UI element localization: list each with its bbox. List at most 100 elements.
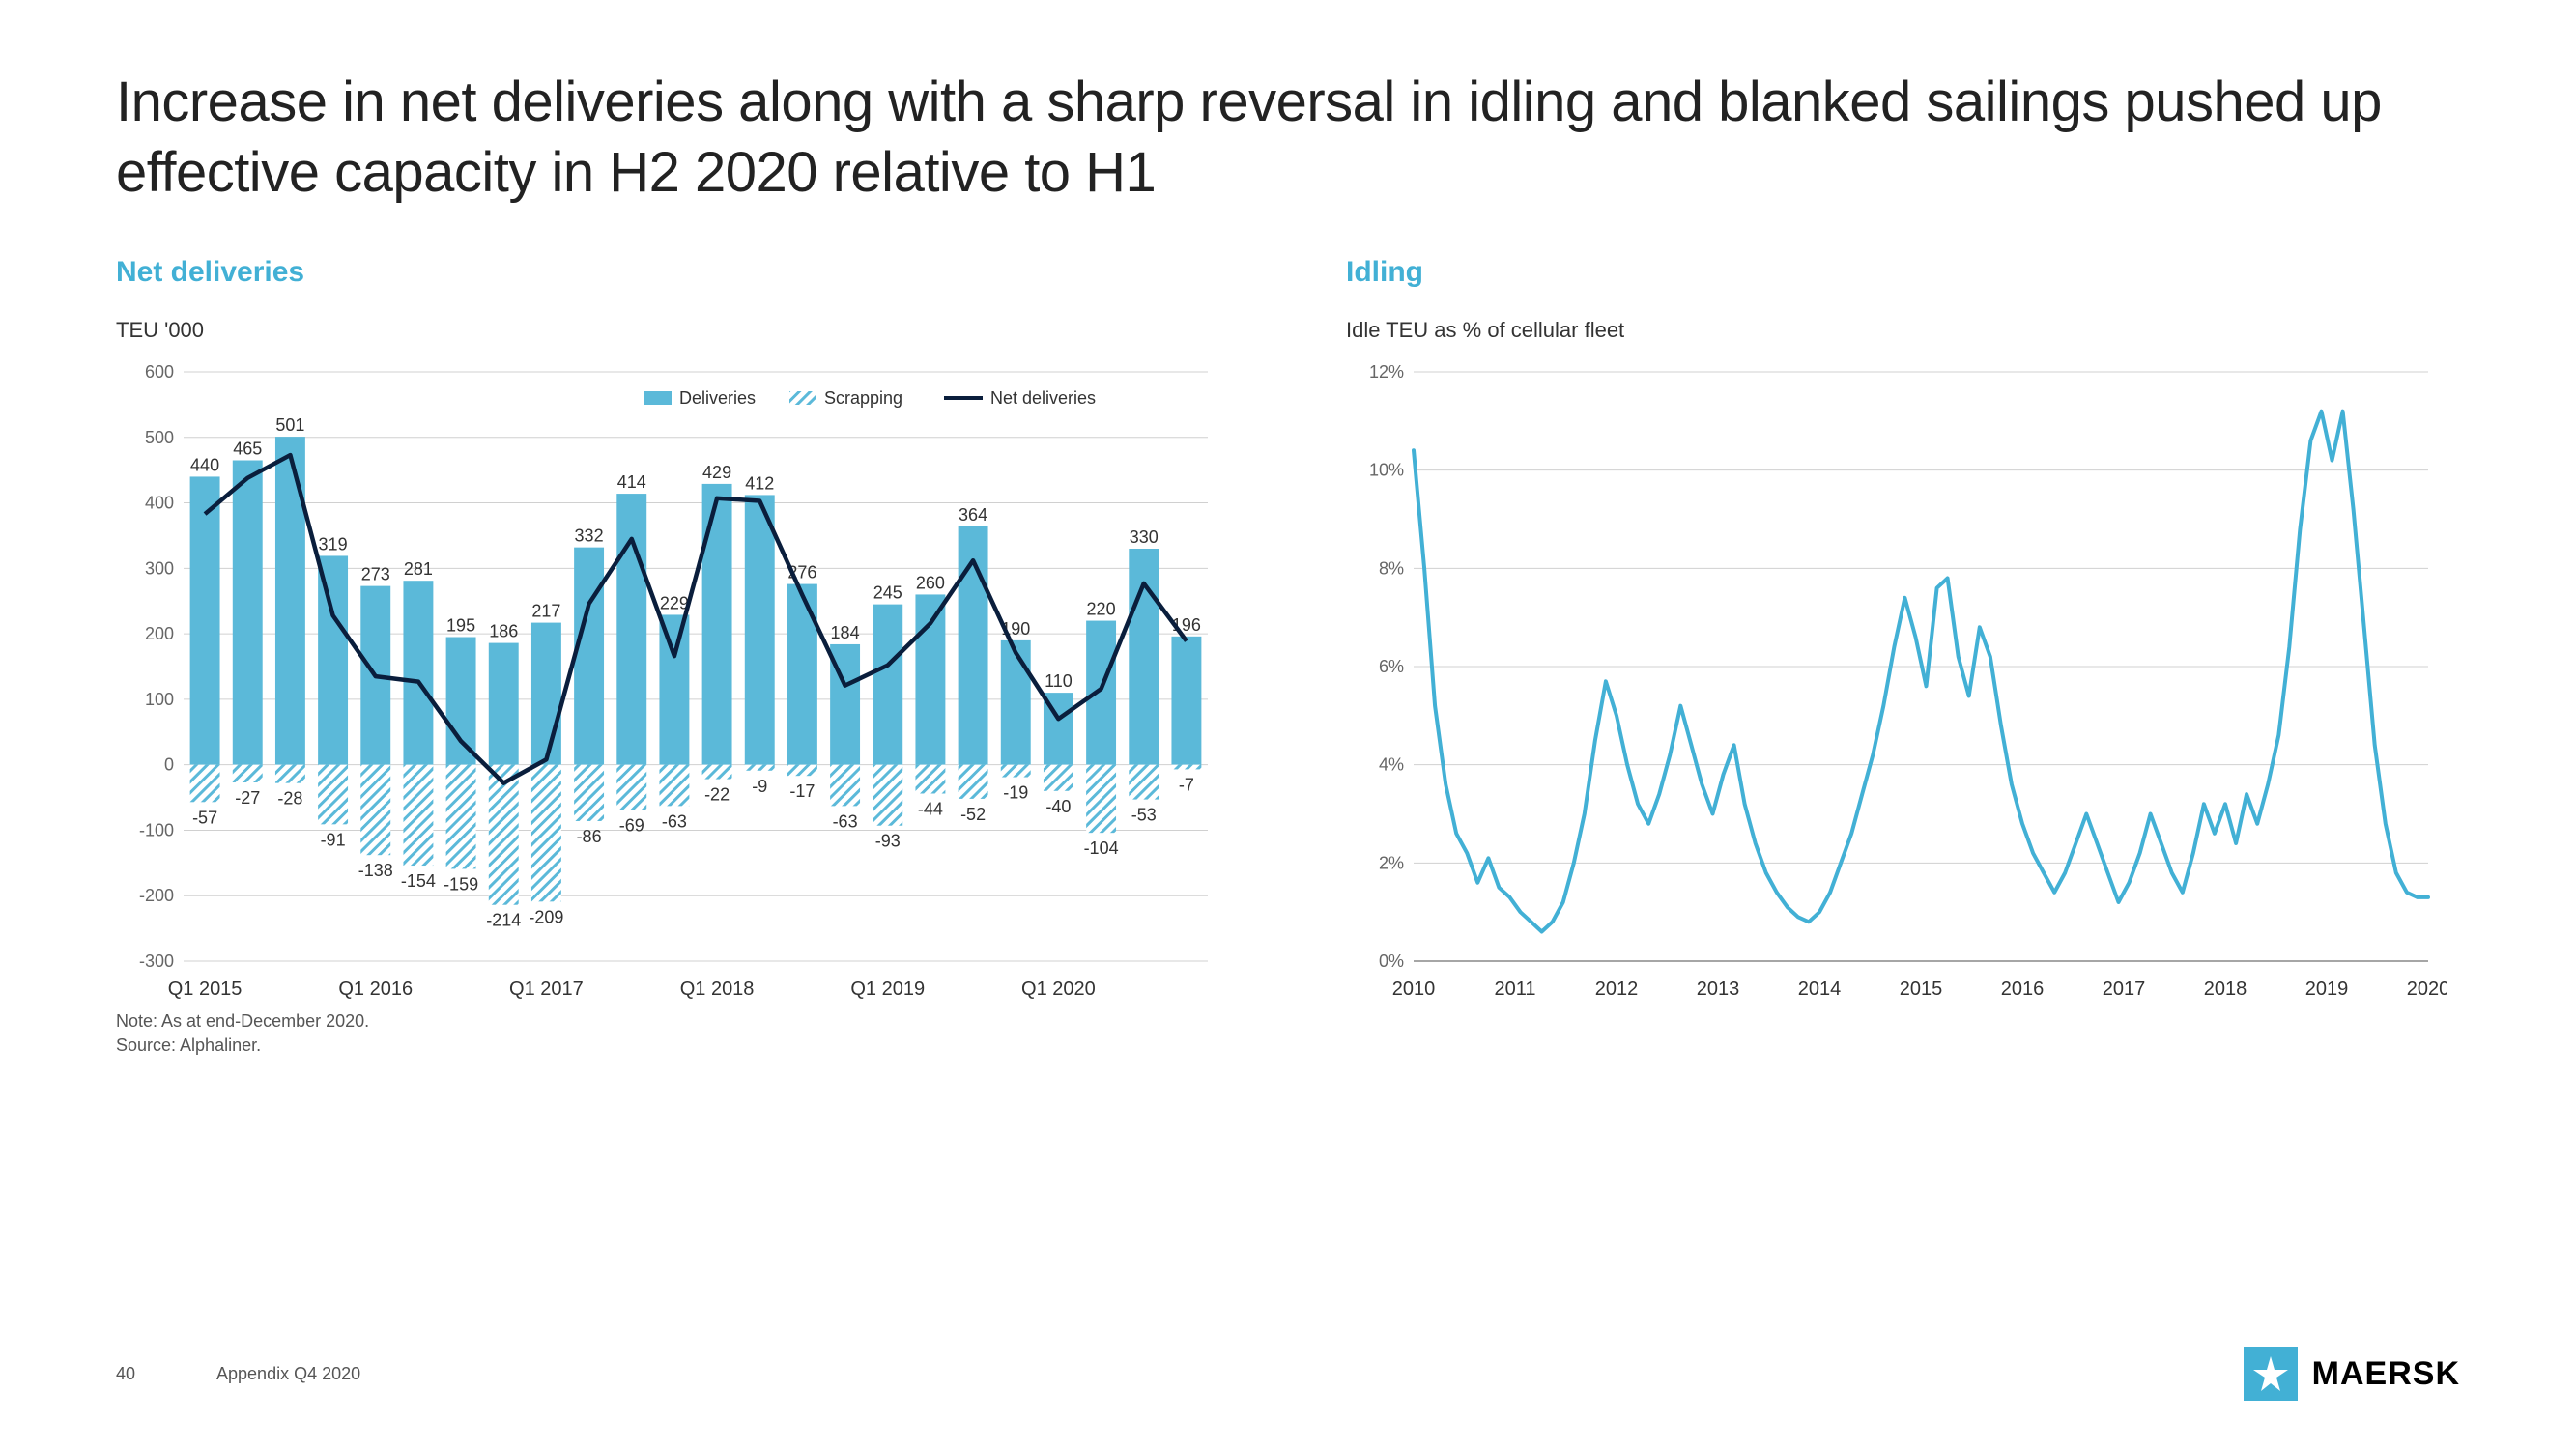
- svg-text:332: 332: [575, 526, 604, 546]
- svg-text:429: 429: [702, 463, 731, 482]
- right-chart-title: Idling: [1346, 256, 2460, 289]
- svg-text:-69: -69: [619, 815, 644, 835]
- svg-text:-44: -44: [918, 799, 943, 818]
- svg-text:186: 186: [489, 622, 518, 641]
- svg-text:-91: -91: [321, 830, 346, 849]
- left-chart-area: -300 -200 -100 0 100 200 300 400 500 600 440 465 501…: [116, 362, 1230, 980]
- page-number: 40: [116, 1364, 213, 1384]
- svg-text:2019: 2019: [2305, 979, 2349, 1000]
- svg-text:6%: 6%: [1379, 657, 1404, 676]
- svg-text:-93: -93: [875, 832, 901, 851]
- svg-text:2017: 2017: [2103, 979, 2146, 1000]
- svg-text:Q1 2016: Q1 2016: [338, 979, 413, 1000]
- svg-text:-200: -200: [139, 886, 174, 905]
- svg-text:2010: 2010: [1392, 979, 1436, 1000]
- svg-text:8%: 8%: [1379, 558, 1404, 578]
- svg-text:-52: -52: [960, 805, 986, 824]
- brand-star-icon: [2244, 1347, 2298, 1401]
- svg-text:12%: 12%: [1369, 362, 1404, 382]
- footnote-line: Source: Alphaliner.: [116, 1034, 1230, 1058]
- svg-text:Q1 2015: Q1 2015: [168, 979, 243, 1000]
- svg-text:229: 229: [660, 593, 689, 612]
- svg-text:-7: -7: [1179, 775, 1194, 794]
- svg-text:330: 330: [1130, 527, 1159, 547]
- svg-text:-100: -100: [139, 820, 174, 839]
- svg-text:364: 364: [959, 505, 987, 525]
- idling-block: Idling Idle TEU as % of cellular fleet 0…: [1346, 256, 2460, 1058]
- svg-text:217: 217: [531, 602, 560, 621]
- svg-text:-159: -159: [444, 874, 478, 894]
- svg-text:319: 319: [319, 534, 348, 554]
- svg-text:501: 501: [275, 415, 304, 435]
- svg-text:465: 465: [233, 440, 262, 459]
- svg-text:-63: -63: [833, 811, 858, 831]
- svg-text:281: 281: [404, 559, 433, 579]
- svg-text:Q1 2018: Q1 2018: [680, 979, 755, 1000]
- brand-logo: MAERSK: [2244, 1347, 2460, 1401]
- svg-text:Scrapping: Scrapping: [824, 388, 902, 408]
- svg-text:10%: 10%: [1369, 461, 1404, 480]
- svg-text:-86: -86: [577, 827, 602, 846]
- svg-text:100: 100: [145, 690, 174, 709]
- svg-text:-19: -19: [1003, 783, 1028, 803]
- svg-text:-27: -27: [235, 788, 260, 808]
- svg-text:0%: 0%: [1379, 952, 1404, 971]
- svg-text:-57: -57: [192, 808, 217, 827]
- svg-text:412: 412: [745, 473, 774, 493]
- svg-text:414: 414: [617, 472, 646, 492]
- footnote-line: Note: As at end-December 2020.: [116, 1009, 1230, 1034]
- chart-footnote: Note: As at end-December 2020. Source: A…: [116, 1009, 1230, 1058]
- svg-text:273: 273: [361, 565, 390, 584]
- svg-text:-63: -63: [662, 811, 687, 831]
- page-info: 40 Appendix Q4 2020: [116, 1364, 360, 1384]
- svg-text:2015: 2015: [1900, 979, 1943, 1000]
- svg-text:400: 400: [145, 494, 174, 513]
- svg-text:Q1 2017: Q1 2017: [509, 979, 584, 1000]
- right-chart-area: 0%2%4%6%8%10%12%201020112012201320142015…: [1346, 362, 2460, 980]
- svg-text:-22: -22: [704, 785, 730, 805]
- brand-text: MAERSK: [2312, 1355, 2460, 1393]
- svg-text:195: 195: [446, 616, 475, 636]
- svg-text:440: 440: [190, 455, 219, 474]
- svg-text:2%: 2%: [1379, 853, 1404, 872]
- page-title: Increase in net deliveries along with a …: [116, 68, 2460, 208]
- svg-text:Net deliveries: Net deliveries: [990, 388, 1096, 408]
- svg-text:-154: -154: [401, 871, 436, 891]
- svg-text:2020: 2020: [2407, 979, 2447, 1000]
- svg-text:-300: -300: [139, 952, 174, 971]
- right-chart-subtitle: Idle TEU as % of cellular fleet: [1346, 318, 2460, 343]
- svg-text:-53: -53: [1131, 806, 1157, 825]
- svg-text:200: 200: [145, 624, 174, 643]
- svg-text:Deliveries: Deliveries: [679, 388, 756, 408]
- charts-row: Net deliveries TEU '000 -300 -200 -100 0 100…: [116, 256, 2460, 1058]
- footer: 40 Appendix Q4 2020 MAERSK: [116, 1347, 2460, 1401]
- svg-text:2016: 2016: [2001, 979, 2045, 1000]
- svg-text:Q1 2019: Q1 2019: [850, 979, 925, 1000]
- svg-text:2014: 2014: [1798, 979, 1842, 1000]
- left-chart-title: Net deliveries: [116, 256, 1230, 289]
- svg-text:-28: -28: [277, 789, 302, 809]
- left-chart-subtitle: TEU '000: [116, 318, 1230, 343]
- svg-text:245: 245: [873, 583, 902, 603]
- svg-text:184: 184: [831, 623, 860, 642]
- page-label: Appendix Q4 2020: [216, 1364, 360, 1383]
- svg-text:-104: -104: [1084, 838, 1119, 858]
- svg-text:600: 600: [145, 362, 174, 382]
- svg-text:2012: 2012: [1595, 979, 1639, 1000]
- svg-text:-214: -214: [486, 911, 521, 930]
- svg-text:0: 0: [164, 755, 174, 775]
- svg-text:Q1 2020: Q1 2020: [1021, 979, 1096, 1000]
- net-deliveries-block: Net deliveries TEU '000 -300 -200 -100 0 100…: [116, 256, 1230, 1058]
- svg-text:2018: 2018: [2204, 979, 2247, 1000]
- svg-text:4%: 4%: [1379, 755, 1404, 775]
- svg-text:300: 300: [145, 558, 174, 578]
- svg-text:2013: 2013: [1697, 979, 1740, 1000]
- svg-text:-138: -138: [358, 861, 393, 880]
- svg-text:220: 220: [1087, 600, 1116, 619]
- svg-text:500: 500: [145, 428, 174, 447]
- svg-text:2011: 2011: [1494, 979, 1535, 1000]
- svg-text:-17: -17: [789, 781, 815, 801]
- svg-text:260: 260: [916, 573, 945, 592]
- svg-text:110: 110: [1045, 671, 1073, 691]
- svg-text:-40: -40: [1045, 797, 1071, 816]
